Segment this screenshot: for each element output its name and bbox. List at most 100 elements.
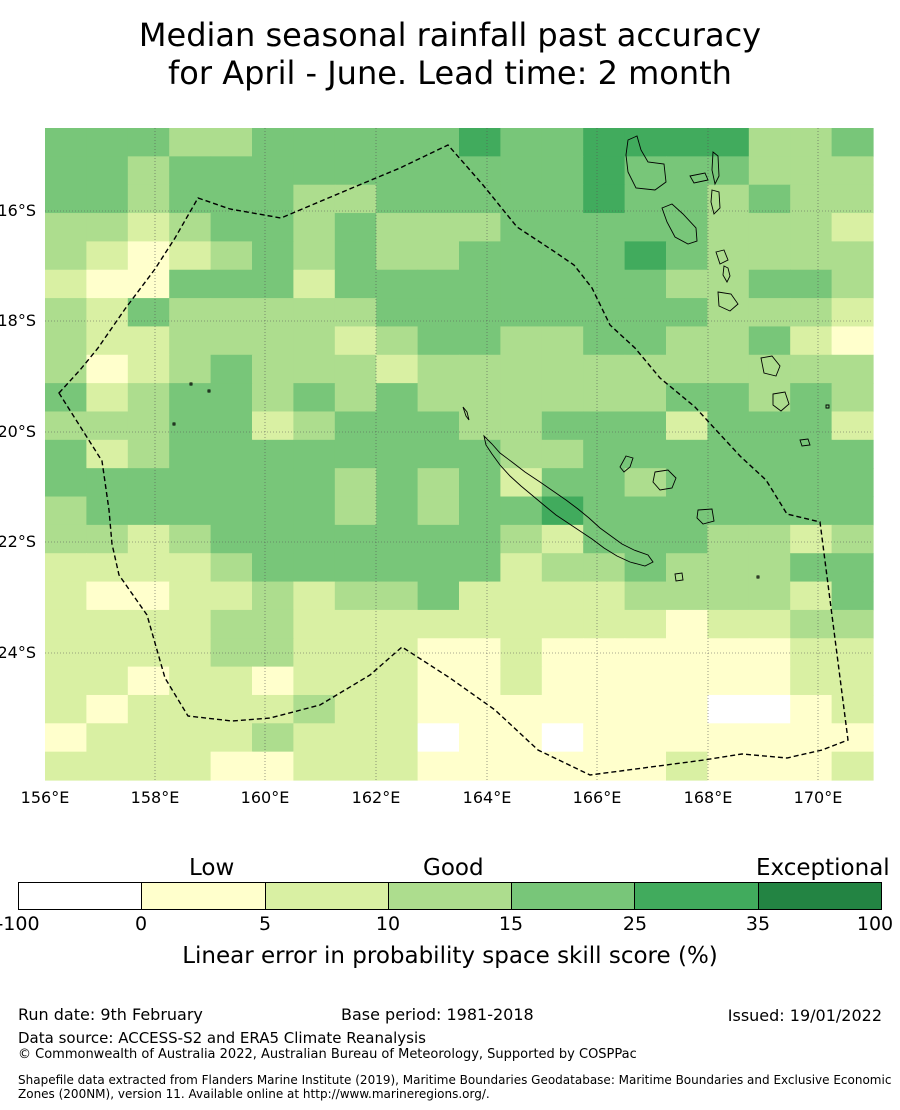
grid-cell bbox=[293, 609, 336, 639]
grid-cell bbox=[45, 723, 87, 753]
grid-cell bbox=[45, 128, 87, 157]
grid-cell bbox=[541, 496, 584, 526]
grid-cell bbox=[707, 666, 750, 696]
grid-cell bbox=[624, 383, 667, 413]
grid-cell bbox=[459, 553, 501, 583]
grid-cell bbox=[293, 241, 336, 271]
grid-cell bbox=[666, 298, 708, 328]
grid-cell bbox=[790, 439, 833, 469]
grid-cell bbox=[334, 184, 377, 214]
grid-cell bbox=[707, 439, 750, 469]
grid-cell bbox=[252, 666, 294, 696]
grid-cell bbox=[831, 383, 874, 413]
grid-cell bbox=[500, 213, 543, 242]
grid-cell bbox=[376, 326, 419, 356]
grid-cell bbox=[666, 156, 708, 186]
grid-cell bbox=[748, 666, 791, 696]
grid-cell bbox=[666, 496, 708, 526]
grid-cell bbox=[293, 581, 336, 611]
grid-cell bbox=[376, 694, 419, 724]
grid-cell bbox=[583, 496, 626, 526]
grid-cell bbox=[831, 609, 874, 639]
copyright-notice: © Commonwealth of Australia 2022, Austra… bbox=[18, 1047, 637, 1062]
grid-cell bbox=[417, 723, 460, 753]
grid-cell bbox=[45, 411, 87, 441]
grid-cell bbox=[707, 184, 750, 214]
grid-cell bbox=[541, 581, 584, 611]
grid-cell bbox=[334, 723, 377, 753]
grid-cell bbox=[127, 468, 170, 498]
grid-cell bbox=[583, 269, 626, 299]
grid-cell bbox=[252, 326, 294, 356]
skill-colorbar bbox=[18, 882, 882, 910]
grid-cell bbox=[334, 609, 377, 639]
grid-cell bbox=[127, 411, 170, 441]
grid-cell bbox=[210, 326, 253, 356]
grid-cell bbox=[45, 751, 87, 781]
grid-cell bbox=[127, 723, 170, 753]
grid-cell bbox=[252, 439, 294, 469]
grid-cell bbox=[748, 298, 791, 328]
grid-cell bbox=[210, 723, 253, 753]
grid-cell bbox=[748, 524, 791, 554]
grid-cell bbox=[459, 496, 501, 526]
grid-cell bbox=[169, 723, 212, 753]
grid-cell bbox=[748, 156, 791, 186]
grid-cell bbox=[583, 213, 626, 242]
grid-cell bbox=[127, 383, 170, 413]
grid-cell bbox=[790, 128, 833, 157]
grid-cell bbox=[334, 496, 377, 526]
grid-cell bbox=[210, 411, 253, 441]
grid-cell bbox=[541, 213, 584, 242]
grid-cell bbox=[500, 609, 543, 639]
grid-cell bbox=[500, 411, 543, 441]
grid-cell bbox=[127, 666, 170, 696]
grid-cell bbox=[334, 298, 377, 328]
grid-cell bbox=[417, 496, 460, 526]
grid-cell bbox=[500, 128, 543, 157]
grid-cell bbox=[127, 524, 170, 554]
grid-cell bbox=[624, 298, 667, 328]
grid-cell bbox=[831, 326, 874, 356]
malakula-outline bbox=[661, 203, 698, 245]
grid-cell bbox=[376, 751, 419, 781]
grid-cell bbox=[334, 553, 377, 583]
grid-cell bbox=[86, 241, 129, 271]
grid-cell bbox=[500, 184, 543, 214]
grid-cell bbox=[86, 553, 129, 583]
grid-cell bbox=[583, 751, 626, 781]
erromango-outline bbox=[760, 355, 781, 377]
grid-cell bbox=[500, 354, 543, 384]
grid-cell bbox=[293, 383, 336, 413]
grid-cell bbox=[210, 298, 253, 328]
grid-cell bbox=[541, 411, 584, 441]
grid-cell bbox=[624, 439, 667, 469]
grid-cell bbox=[541, 524, 584, 554]
grid-cell bbox=[666, 468, 708, 498]
grid-cell bbox=[541, 326, 584, 356]
grid-cell bbox=[748, 354, 791, 384]
lon-label-170e: 170°E bbox=[793, 788, 843, 807]
grid-cell bbox=[293, 298, 336, 328]
grid-cell bbox=[666, 751, 708, 781]
grid-cell bbox=[127, 638, 170, 668]
grid-cell bbox=[790, 269, 833, 299]
grid-cell bbox=[45, 524, 87, 554]
grid-cell bbox=[45, 269, 87, 299]
grid-cell bbox=[500, 156, 543, 186]
grid-cell bbox=[831, 269, 874, 299]
grid-cell bbox=[707, 156, 750, 186]
colorbar-tick: 25 bbox=[622, 913, 648, 935]
grid-cell bbox=[293, 411, 336, 441]
colorbar-tick: 0 bbox=[134, 913, 148, 935]
grid-cell bbox=[831, 468, 874, 498]
grid-cell bbox=[417, 213, 460, 242]
grid-cell bbox=[583, 694, 626, 724]
grid-cell bbox=[500, 298, 543, 328]
grid-cell bbox=[500, 581, 543, 611]
grid-cell bbox=[583, 383, 626, 413]
grid-cell bbox=[417, 326, 460, 356]
grid-cell bbox=[45, 468, 87, 498]
grid-cell bbox=[583, 128, 626, 157]
grid-cell bbox=[252, 298, 294, 328]
